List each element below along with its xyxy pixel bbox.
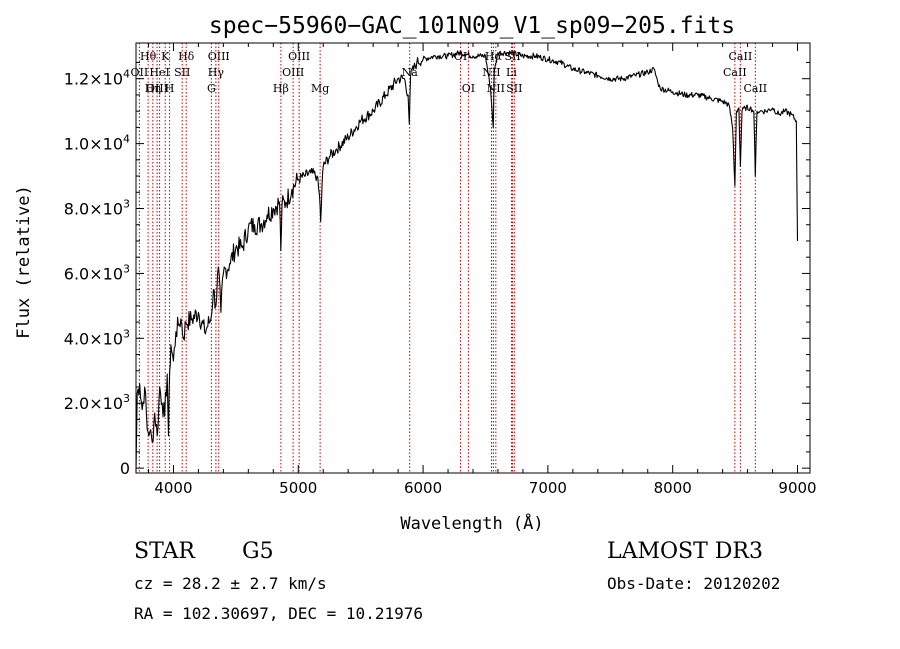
line-label: Hη: [145, 82, 161, 95]
chart-title: spec−55960−GAC_101N09_V1_sp09−205.fits: [209, 13, 735, 39]
line-label: NII: [482, 66, 500, 79]
survey-label: LAMOST DR3: [607, 539, 763, 564]
y-tick-label: 4.0×103: [64, 327, 130, 348]
y-tick-label: 8.0×103: [64, 198, 130, 219]
y-tick-label: 1.2×104: [64, 68, 130, 89]
line-label: Na: [402, 66, 419, 79]
line-label: Hδ: [178, 50, 195, 63]
spectrum-line: [135, 50, 799, 472]
line-label: Mg: [311, 82, 329, 95]
x-tick-label: 8000: [654, 479, 692, 497]
line-label: OIII: [208, 50, 230, 63]
line-label: CaII: [729, 50, 753, 63]
emission-line-markers: [138, 43, 756, 473]
y-tick-label: 6.0×103: [64, 262, 130, 283]
coordinates: RA = 102.30697, DEC = 10.21976: [134, 604, 423, 623]
observation-date: Obs-Date: 20120202: [607, 574, 781, 593]
line-label: SII: [504, 50, 520, 63]
line-label: OIII: [282, 66, 304, 79]
x-tick-label: 7000: [529, 479, 567, 497]
object-class: STAR: [134, 539, 195, 564]
line-label: NII: [487, 82, 505, 95]
y-axis-label: Flux (relative): [14, 185, 34, 339]
line-label: Hγ: [208, 66, 225, 79]
object-subclass: G5: [242, 539, 274, 564]
line-label: K: [161, 50, 170, 63]
y-tick-label: 2.0×103: [64, 392, 130, 413]
line-label: OIII: [288, 50, 310, 63]
line-label: OII: [131, 66, 149, 79]
x-tick-label: 4000: [154, 479, 192, 497]
line-label: HeI: [149, 66, 169, 79]
x-tick-label: 5000: [279, 479, 317, 497]
line-label: H: [165, 82, 175, 95]
line-label: Li: [506, 66, 517, 79]
y-tick-label: 1.0×104: [64, 133, 130, 154]
y-tick-label: 0: [120, 459, 130, 478]
x-tick-label: 9000: [778, 479, 816, 497]
line-label: CaII: [723, 66, 747, 79]
x-tick-label: 6000: [404, 479, 442, 497]
line-label: OI: [454, 50, 467, 63]
line-label: G: [207, 82, 216, 95]
redshift-velocity: cz = 28.2 ± 2.7 km/s: [134, 574, 327, 593]
line-label: SII: [174, 66, 190, 79]
line-label: CaII: [743, 82, 767, 95]
line-label: Hθ: [140, 50, 157, 63]
plot-frame: [135, 42, 811, 474]
x-axis-label: Wavelength (Å): [400, 512, 543, 534]
line-label: SII: [506, 82, 522, 95]
axis-ticks: 4000 5000 6000 7000 8000 9000 0 2.0×103 4.0×103 6…: [64, 43, 817, 497]
line-label: Hβ: [273, 82, 289, 95]
line-label: OI: [462, 82, 475, 95]
line-label: OIII: [146, 82, 168, 95]
line-label: Hα: [485, 50, 503, 63]
